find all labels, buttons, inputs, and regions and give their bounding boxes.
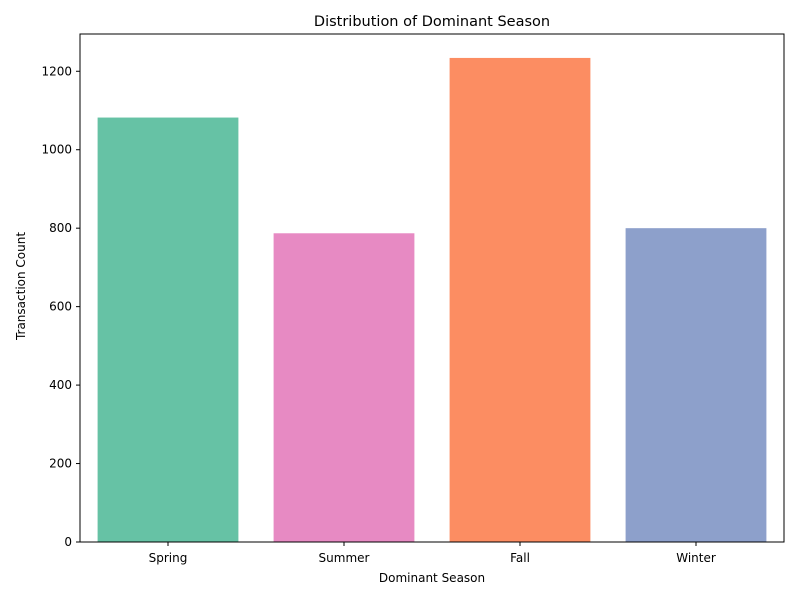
bar-summer bbox=[273, 233, 415, 542]
y-axis-label: Transaction Count bbox=[14, 232, 28, 341]
y-axis-ticks: 0 200 400 600 800 1000 1200 bbox=[41, 64, 80, 549]
bars-layer bbox=[97, 57, 767, 543]
x-axis-ticks: Spring Summer Fall Winter bbox=[149, 542, 716, 565]
chart-title: Distribution of Dominant Season bbox=[314, 14, 550, 30]
y-tick-label: 1000 bbox=[41, 143, 72, 157]
x-tick-label: Summer bbox=[319, 551, 370, 565]
y-tick-label: 600 bbox=[49, 300, 72, 314]
bar-fall bbox=[449, 57, 591, 543]
y-tick-label: 400 bbox=[49, 378, 72, 392]
y-tick-label: 200 bbox=[49, 457, 72, 471]
y-tick-label: 1200 bbox=[41, 64, 72, 78]
x-tick-label: Winter bbox=[676, 551, 716, 565]
bar-winter bbox=[625, 228, 767, 542]
x-tick-label: Spring bbox=[149, 551, 188, 565]
bar-spring bbox=[97, 117, 239, 543]
y-tick-label: 800 bbox=[49, 221, 72, 235]
x-axis-label: Dominant Season bbox=[379, 571, 485, 585]
plot-frame bbox=[79, 33, 785, 543]
y-tick-label: 0 bbox=[64, 535, 72, 549]
x-tick-label: Fall bbox=[510, 551, 530, 565]
